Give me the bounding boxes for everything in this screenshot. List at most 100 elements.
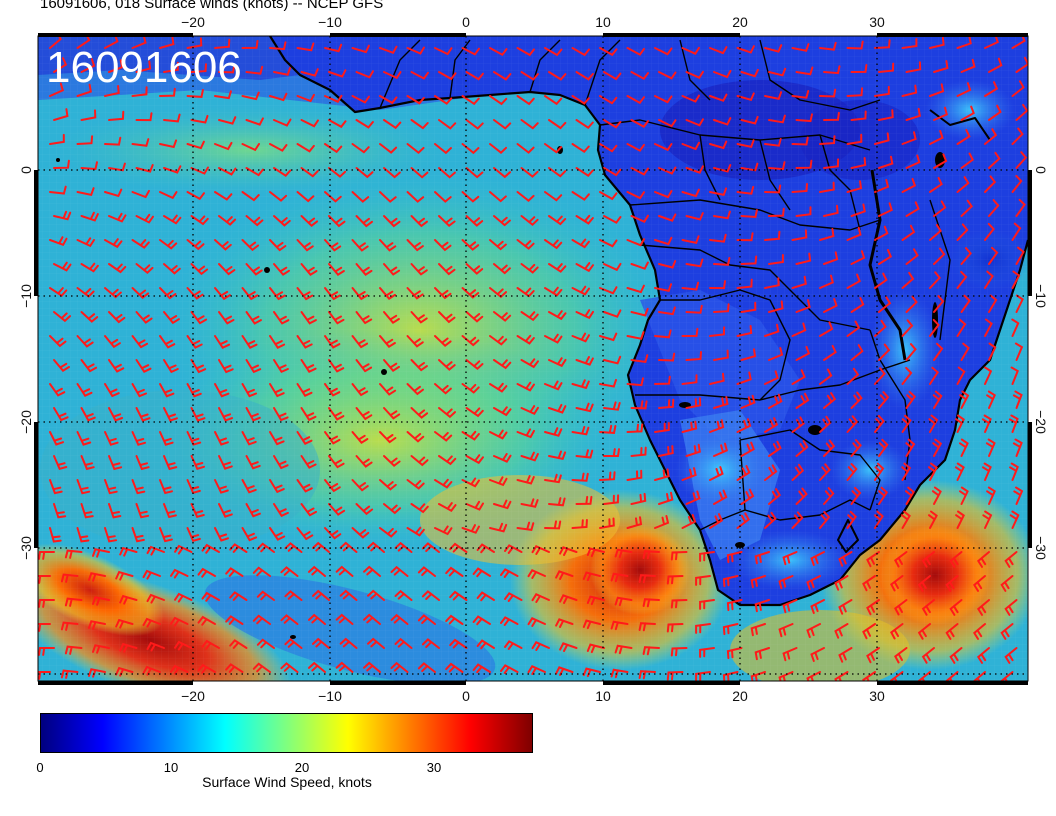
wind-barb — [768, 440, 782, 457]
wind-barb — [355, 311, 373, 325]
wind-barb — [80, 503, 94, 519]
wind-barb — [846, 87, 864, 97]
colorbar-tick: 10 — [163, 760, 179, 775]
wind-barb — [108, 212, 127, 223]
wind-barb — [273, 359, 289, 374]
wind-barb — [810, 551, 825, 566]
wind-barb — [438, 215, 456, 228]
wind-barb — [764, 511, 777, 529]
wind-barb — [571, 191, 590, 201]
wind-barb — [571, 143, 590, 154]
wind-barb — [986, 486, 996, 505]
wind-barb — [280, 566, 299, 577]
wind-barb — [726, 599, 743, 612]
wind-barb — [355, 119, 374, 129]
wind-barb — [699, 599, 715, 610]
wind-barb — [713, 303, 730, 313]
wind-barb — [931, 486, 942, 505]
wind-barb — [516, 239, 535, 250]
wind-barb — [273, 311, 290, 325]
wind-barb — [638, 670, 656, 680]
wind-barb — [960, 105, 975, 121]
wind-barb — [159, 335, 176, 349]
wind-barb — [163, 407, 178, 422]
wind-barb — [500, 616, 519, 626]
wind-barb — [241, 431, 257, 446]
wind-barb — [383, 119, 402, 130]
wind-barb — [956, 366, 966, 385]
wind-barb — [410, 311, 428, 324]
wind-barb — [988, 151, 1001, 169]
wind-barb — [296, 191, 315, 203]
wind-barb — [146, 545, 165, 556]
wind-barb — [500, 568, 519, 578]
wind-barb — [571, 285, 590, 296]
wind-barb — [548, 357, 567, 368]
wind-barb — [218, 503, 233, 518]
wind-barb — [131, 335, 149, 349]
wind-barb — [603, 215, 622, 224]
wind-barb — [890, 623, 904, 640]
wind-barb — [819, 41, 837, 51]
wind-barb — [866, 647, 880, 664]
wind-barb — [80, 58, 96, 73]
wind-barb — [76, 135, 94, 145]
wind-barb — [174, 640, 193, 651]
wind-barb — [355, 70, 374, 79]
wind-barb — [905, 154, 921, 169]
wind-barb — [104, 335, 121, 349]
lat-tick-right: −30 — [1033, 536, 1049, 560]
wind-barb — [131, 383, 147, 398]
wind-barb — [1004, 599, 1018, 616]
wind-barb — [976, 647, 990, 664]
wind-barb — [80, 109, 97, 121]
wind-barb — [516, 475, 535, 485]
lon-axis-bottom: −20 −10 0 10 20 30 — [181, 688, 885, 704]
wind-barb — [988, 246, 999, 265]
wind-barb — [520, 71, 539, 81]
wind-barb — [135, 60, 152, 73]
wind-barb — [245, 503, 261, 518]
wind-barb — [954, 462, 965, 481]
wind-barb — [245, 117, 264, 126]
wind-barb — [630, 167, 649, 176]
wind-barb — [324, 143, 343, 154]
wind-barb — [355, 263, 373, 277]
wind-barb — [108, 311, 126, 324]
wind-barb — [548, 497, 566, 507]
wind-barb — [960, 152, 975, 169]
wind-barb — [603, 262, 622, 272]
wind-barb — [850, 110, 867, 121]
wind-barb — [214, 335, 231, 349]
wind-barb — [273, 455, 289, 470]
wind-barb — [736, 278, 753, 289]
wind-barb — [1008, 414, 1019, 433]
wind-barb — [489, 287, 507, 299]
wind-barb — [186, 89, 204, 98]
wind-barb — [218, 311, 235, 325]
wind-barb — [838, 551, 853, 567]
wind-barb — [438, 359, 456, 371]
wind-barb — [599, 517, 615, 529]
wind-barb — [905, 61, 922, 73]
wind-barb — [984, 222, 995, 241]
wind-barb — [630, 214, 649, 223]
wind-barb — [933, 342, 944, 361]
wind-barb — [571, 238, 590, 249]
wind-barb — [874, 179, 890, 193]
wind-barb — [339, 637, 358, 649]
wind-barb — [394, 637, 413, 649]
wind-barb — [269, 383, 285, 398]
wind-barb — [88, 572, 106, 582]
wind-barb — [874, 272, 888, 289]
wind-barb — [245, 215, 264, 227]
wind-barb — [410, 71, 429, 80]
wind-barb — [520, 358, 539, 369]
wind-barb — [806, 671, 821, 681]
wind-barb — [685, 351, 702, 361]
wind-barb — [791, 511, 804, 529]
wind-barb — [850, 486, 862, 505]
wind-barb — [610, 620, 629, 631]
wind-barb — [159, 527, 173, 543]
wind-barb — [630, 492, 647, 505]
